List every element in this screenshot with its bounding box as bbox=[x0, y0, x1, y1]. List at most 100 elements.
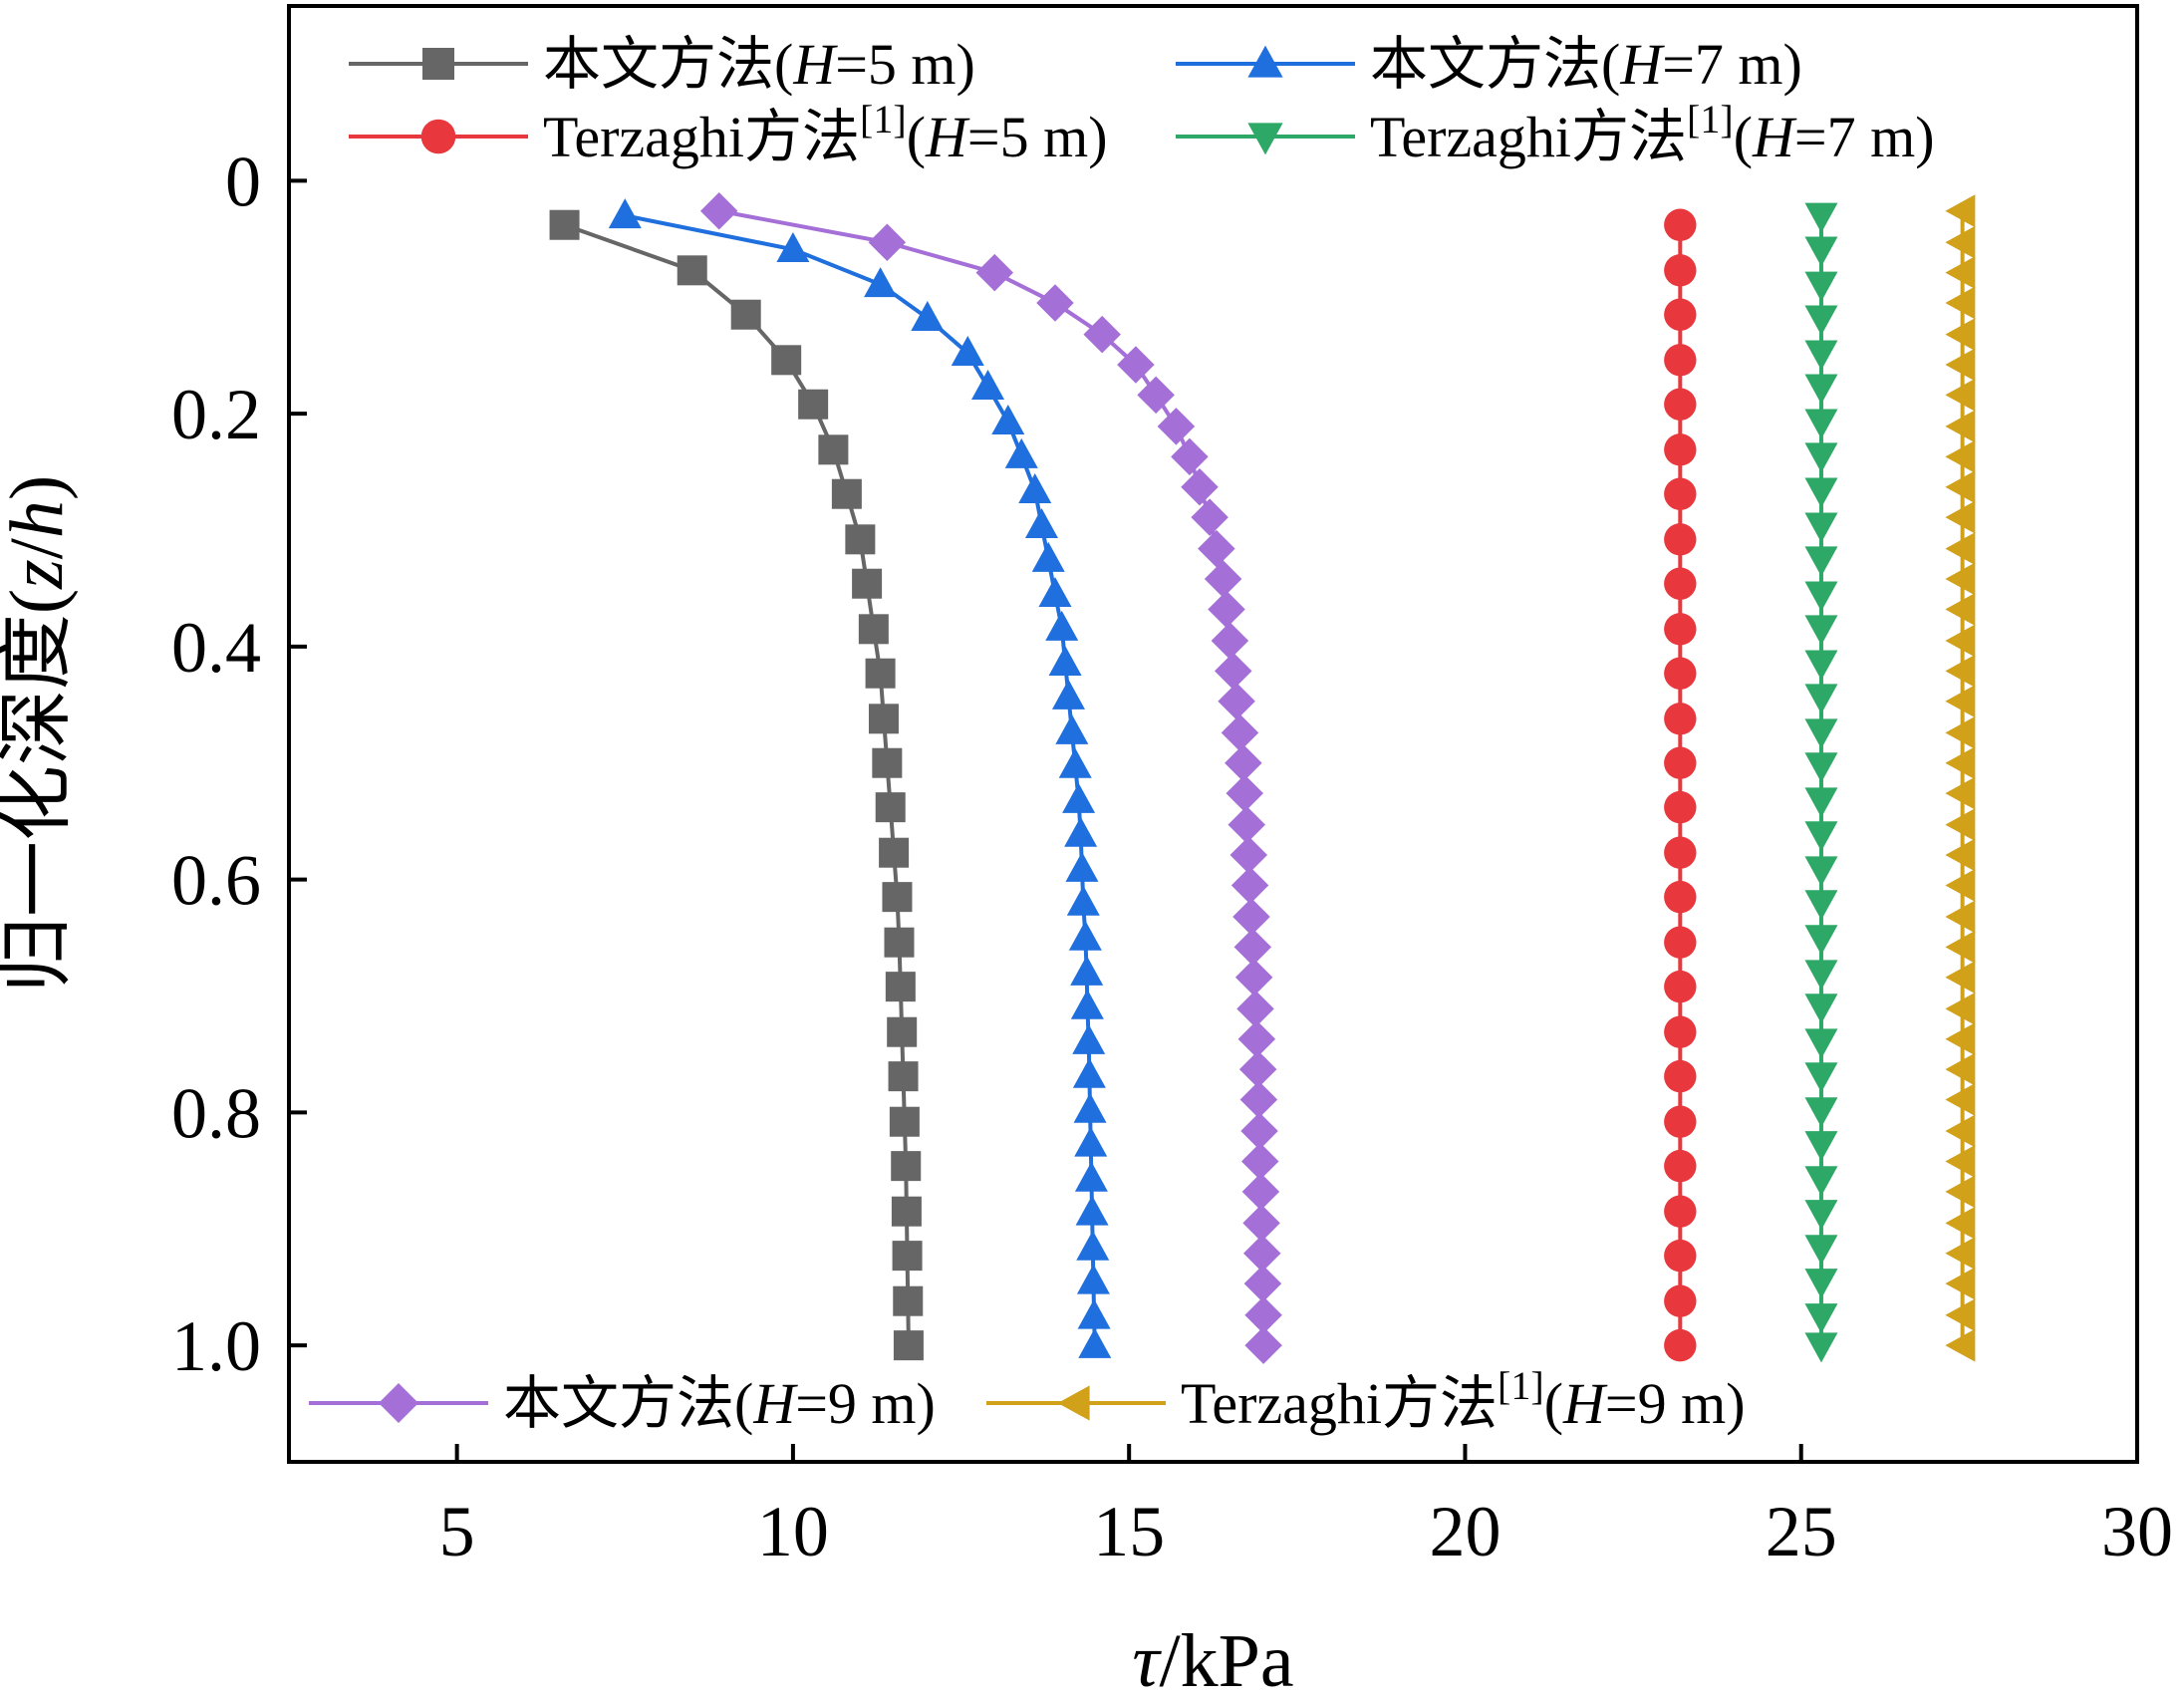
data-point bbox=[888, 1061, 919, 1092]
data-point bbox=[1664, 523, 1697, 556]
legend-marker bbox=[379, 1383, 418, 1423]
data-point bbox=[1064, 816, 1098, 847]
data-point bbox=[1945, 286, 1976, 320]
data-point bbox=[1018, 472, 1052, 503]
data-point bbox=[1171, 437, 1209, 476]
axis-ticks: 5 10 15 20 25 30 0 0.2 0.4 0.6 0.8 1.0 bbox=[171, 142, 2173, 1571]
data-point bbox=[608, 198, 642, 229]
data-point bbox=[1117, 346, 1155, 384]
data-point bbox=[1945, 1144, 1976, 1178]
data-point bbox=[1240, 1142, 1279, 1181]
data-point bbox=[1945, 1267, 1976, 1300]
data-point bbox=[1945, 715, 1976, 749]
data-point bbox=[1804, 409, 1838, 439]
series-3 bbox=[1664, 208, 1697, 1362]
data-point bbox=[1073, 1092, 1107, 1123]
y-tick-label: 0.6 bbox=[171, 841, 261, 921]
data-point bbox=[1945, 378, 1976, 412]
data-point bbox=[891, 1196, 922, 1227]
data-point bbox=[1804, 340, 1838, 371]
data-point bbox=[1945, 1052, 1976, 1086]
data-point bbox=[1664, 970, 1697, 1003]
data-point bbox=[864, 267, 898, 298]
data-point bbox=[1804, 615, 1838, 646]
y-axis-title: 归一化深度(z/h) bbox=[0, 475, 79, 993]
data-point bbox=[1804, 821, 1838, 852]
data-point bbox=[1664, 208, 1697, 241]
legend-entry: 本文方法(H=9 m) bbox=[309, 1371, 936, 1436]
data-point bbox=[1004, 437, 1038, 468]
data-point bbox=[865, 658, 896, 689]
data-point bbox=[1233, 928, 1272, 967]
data-point bbox=[1031, 541, 1065, 572]
x-tick-label: 20 bbox=[1429, 1492, 1501, 1571]
data-point bbox=[1065, 851, 1099, 882]
data-point bbox=[1945, 1114, 1976, 1148]
x-tick-label: 30 bbox=[2101, 1492, 2173, 1571]
series-2 bbox=[608, 198, 1112, 1358]
data-point bbox=[1804, 856, 1838, 887]
data-point bbox=[831, 478, 862, 509]
data-point bbox=[1804, 1235, 1838, 1266]
data-point bbox=[1074, 1126, 1108, 1157]
data-point bbox=[1945, 532, 1976, 566]
data-point bbox=[1945, 256, 1976, 290]
data-point bbox=[1804, 202, 1838, 233]
data-point bbox=[1664, 388, 1697, 421]
data-point bbox=[1804, 890, 1838, 921]
data-point bbox=[1664, 613, 1697, 646]
data-point bbox=[911, 300, 945, 331]
data-point bbox=[1036, 284, 1074, 322]
data-point bbox=[991, 405, 1025, 435]
data-point bbox=[1664, 1195, 1697, 1228]
data-point bbox=[1945, 470, 1976, 504]
data-point bbox=[1211, 622, 1249, 660]
legend-label: 本文方法(H=5 m) bbox=[543, 32, 975, 97]
data-point bbox=[893, 1330, 924, 1361]
data-point bbox=[1664, 433, 1697, 466]
data-point bbox=[1078, 1327, 1112, 1358]
data-point bbox=[1945, 838, 1976, 872]
data-point bbox=[1243, 1265, 1282, 1302]
data-point bbox=[1945, 808, 1976, 842]
data-point bbox=[1945, 318, 1976, 352]
data-point bbox=[699, 191, 738, 230]
data-point bbox=[1804, 374, 1838, 405]
series-5 bbox=[699, 191, 1282, 1364]
data-point bbox=[1664, 703, 1697, 735]
data-point bbox=[891, 1151, 922, 1182]
data-point bbox=[1945, 868, 1976, 902]
data-point bbox=[1208, 590, 1245, 629]
data-point bbox=[1945, 900, 1976, 934]
data-point bbox=[1058, 747, 1092, 778]
legend-entry: Terzaghi方法[1](H=9 m) bbox=[986, 1363, 1746, 1436]
data-point bbox=[1945, 1298, 1976, 1332]
x-tick-label: 5 bbox=[439, 1492, 475, 1571]
data-point bbox=[1804, 1028, 1838, 1059]
data-point bbox=[1945, 194, 1976, 228]
data-point bbox=[1664, 880, 1697, 914]
data-point bbox=[1242, 1204, 1280, 1243]
data-point bbox=[1804, 442, 1838, 473]
legend-entry: 本文方法(H=7 m) bbox=[1176, 32, 1802, 97]
data-point bbox=[1804, 684, 1838, 714]
data-point bbox=[1241, 1173, 1280, 1211]
data-point bbox=[1204, 560, 1242, 598]
data-point bbox=[771, 345, 802, 376]
data-point bbox=[1055, 713, 1089, 744]
data-point bbox=[1076, 1264, 1110, 1294]
data-point bbox=[1070, 955, 1104, 986]
data-point bbox=[1804, 1062, 1838, 1093]
data-point bbox=[852, 568, 883, 599]
data-point bbox=[1804, 960, 1838, 991]
data-point bbox=[1664, 836, 1697, 869]
x-tick-label: 10 bbox=[757, 1492, 829, 1571]
data-point bbox=[1072, 1057, 1106, 1088]
data-point bbox=[1804, 925, 1838, 956]
data-point bbox=[971, 369, 1005, 400]
data-point bbox=[1945, 562, 1976, 596]
data-point bbox=[1221, 713, 1259, 752]
data-point bbox=[1239, 1080, 1278, 1119]
data-point bbox=[1048, 645, 1082, 676]
data-point bbox=[1945, 410, 1976, 443]
